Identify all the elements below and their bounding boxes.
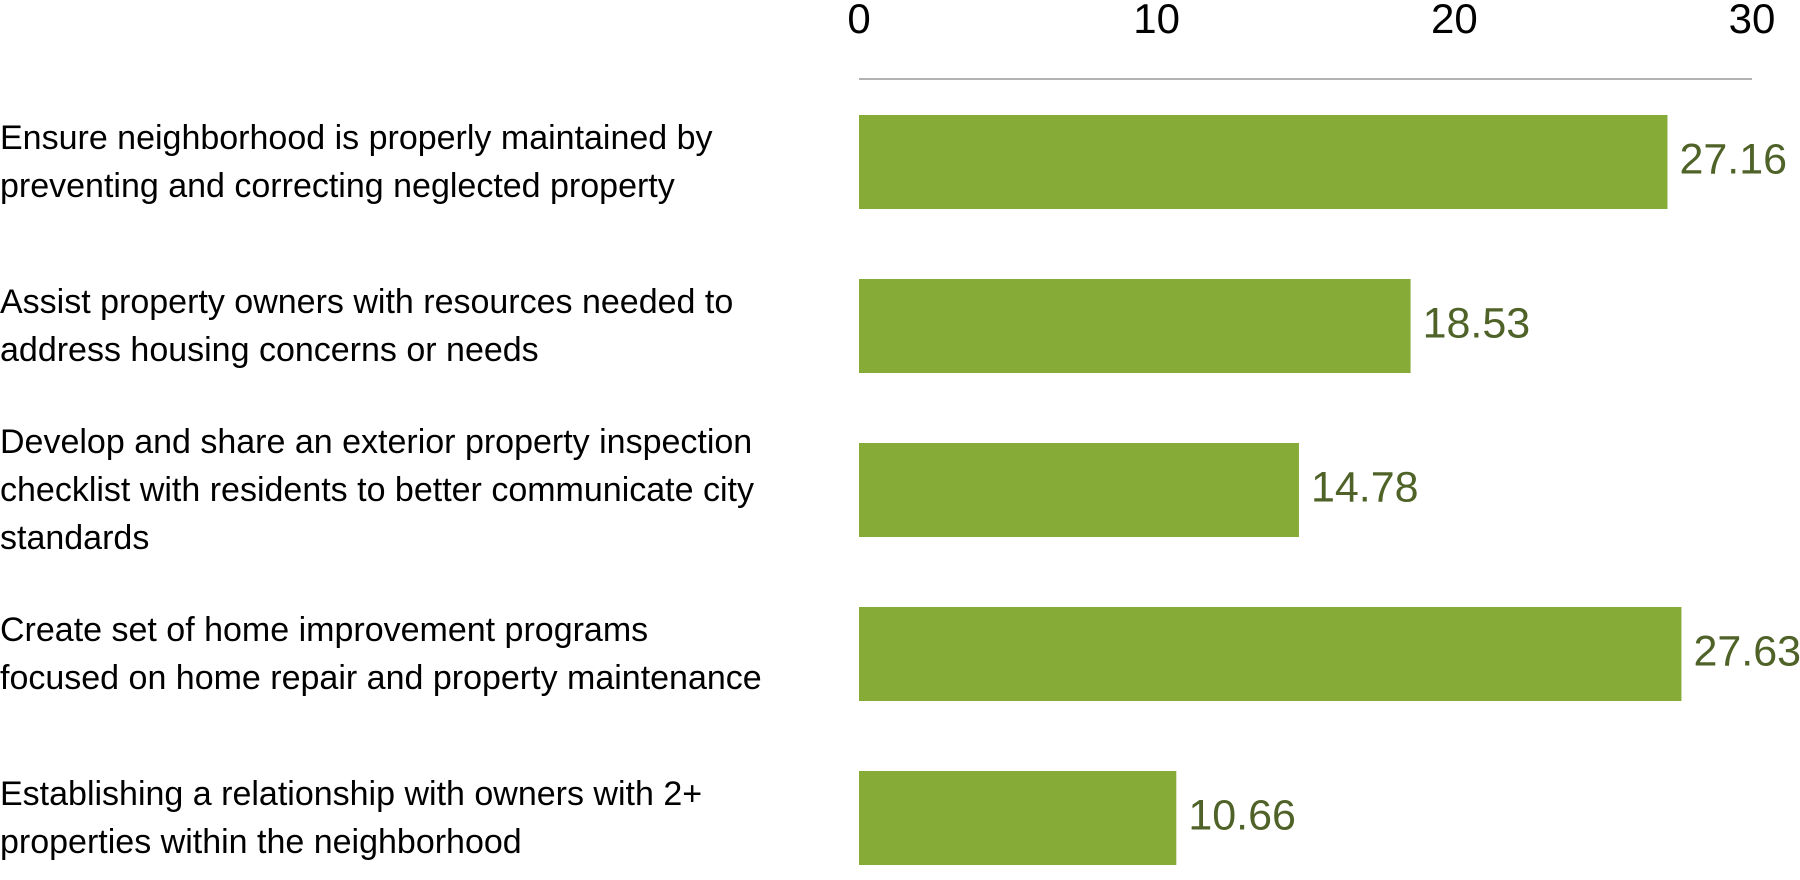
x-tick-label: 0 [847, 0, 870, 42]
bar [859, 607, 1682, 701]
bar [859, 771, 1177, 865]
x-tick-label: 10 [1133, 0, 1180, 42]
value-label: 18.53 [1423, 299, 1531, 347]
value-label: 27.16 [1679, 135, 1787, 183]
value-label: 14.78 [1311, 463, 1419, 511]
x-tick-label: 30 [1729, 0, 1776, 42]
bar [859, 443, 1299, 537]
category-label: Ensure neighborhood is properly maintain… [0, 119, 713, 205]
category-label: Establishing a relationship with owners … [0, 775, 703, 861]
category-label: Develop and share an exterior property i… [0, 423, 754, 557]
bar [859, 279, 1411, 373]
x-tick-label: 20 [1431, 0, 1478, 42]
category-label: Assist property owners with resources ne… [0, 283, 734, 369]
value-label: 10.66 [1188, 791, 1296, 839]
category-label: Create set of home improvement programs … [0, 611, 762, 697]
bar [859, 115, 1668, 209]
value-label: 27.63 [1693, 627, 1800, 675]
